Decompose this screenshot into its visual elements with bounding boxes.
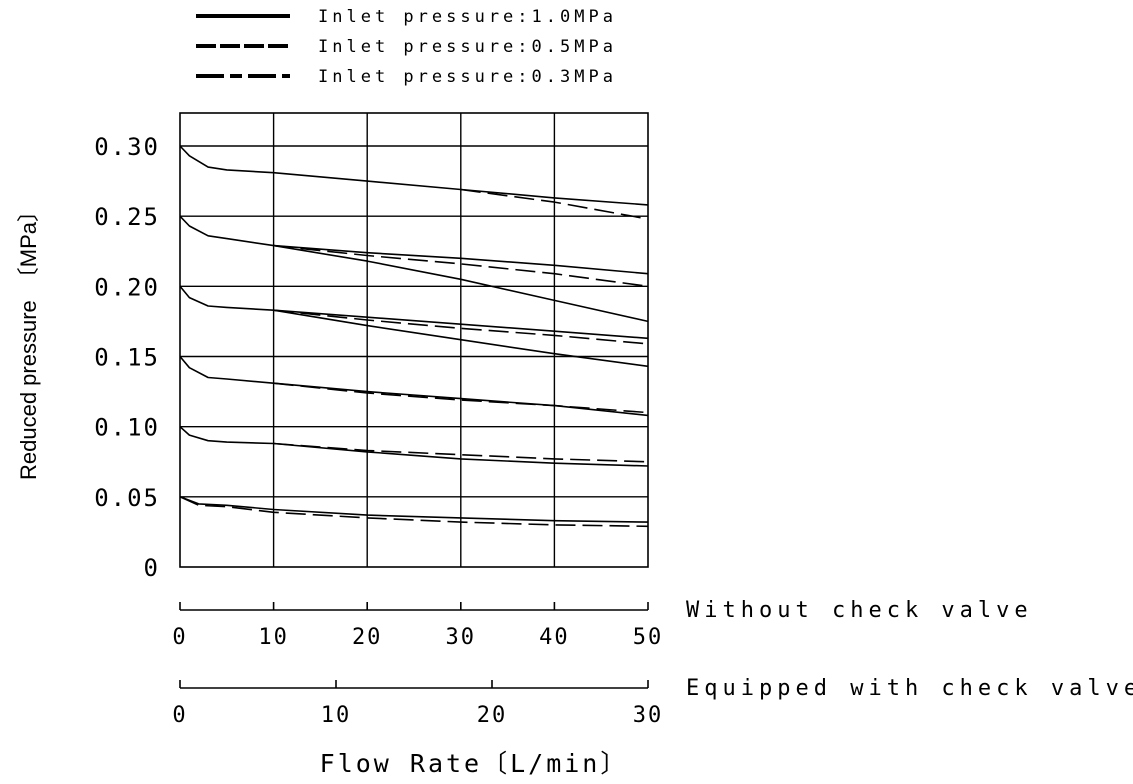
x-tick-label: 20 [352,625,383,650]
series-line-solid [179,285,649,340]
x-axes: 0 10 20 30 40 50 Without check valve 0 10 20 30 Equ… [172,598,1133,728]
grid [180,113,648,567]
series-line-dashed [273,309,649,345]
x-axis-without-check-valve: 0 10 20 30 40 50 Without check valve [172,598,1033,650]
series-line-solid [179,215,649,275]
x-axis-label: Flow Rate〔L/min〕 [320,749,629,778]
legend-label: Inlet pressure:0.3MPa [318,67,617,87]
y-tick-label: 0.10 [94,414,160,442]
x-tick-label: 10 [321,703,352,728]
x-axis-note: Without check valve [686,598,1033,623]
y-tick-label: 0.30 [94,133,160,161]
series-line-dashed [273,382,649,414]
y-tick-label: 0.25 [94,203,160,231]
x-tick-label: 20 [477,703,508,728]
x-axis-with-check-valve: 0 10 20 30 Equipped with check valve [172,676,1133,728]
x-tick-label: 30 [633,703,664,728]
x-tick-label: 50 [633,625,664,650]
y-tick-label: 0 [144,554,160,582]
legend-label: Inlet pressure:0.5MPa [318,37,617,57]
x-tick-label: 30 [446,625,477,650]
y-tick-label: 0.20 [94,273,160,301]
series-line-solid [273,244,649,323]
series-line-solid [179,145,649,206]
x-tick-label: 40 [539,625,570,650]
series-line-dashed [460,188,649,220]
series-line-dashed [273,244,649,288]
x-tick-label: 10 [258,625,289,650]
series-line-solid [273,309,649,368]
x-tick-label: 0 [172,625,187,650]
y-tick-label: 0.15 [94,344,160,372]
x-tick-label: 0 [172,703,187,728]
series-line-dashed [273,442,649,463]
series-line-dashed [179,496,649,528]
plot-frame [179,112,649,568]
x-axis-note: Equipped with check valve [686,676,1133,701]
series-lines [179,145,649,528]
y-tick-labels: 0 0.05 0.10 0.15 0.20 0.25 0.30 [94,133,160,582]
legend-label: Inlet pressure:1.0MPa [318,7,617,27]
series-line-solid [179,496,649,523]
y-axis-label: Reduced pressure 〔MPa〕 [16,200,41,480]
y-tick-label: 0.05 [94,484,160,512]
legend: Inlet pressure:1.0MPa Inlet pressure:0.5M… [196,7,617,87]
